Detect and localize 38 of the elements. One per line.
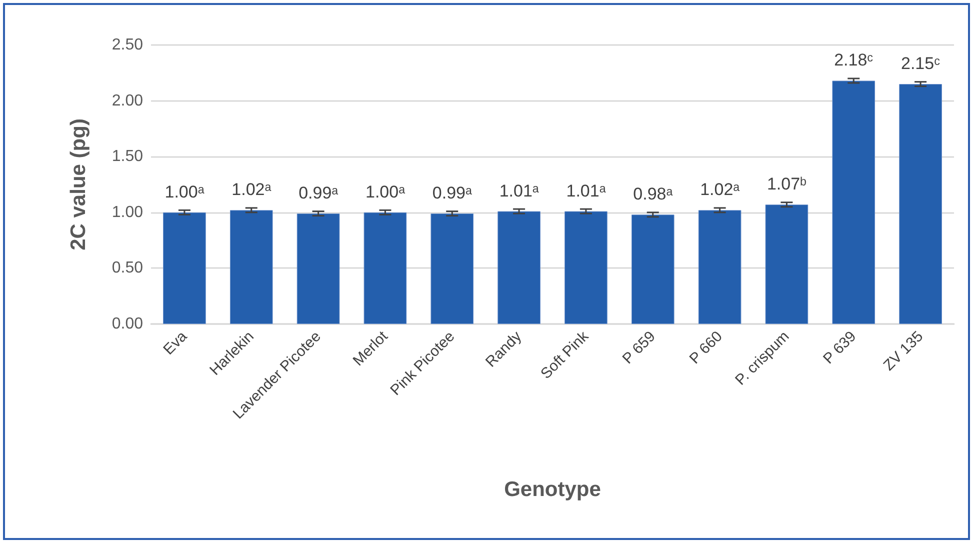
- bar: [698, 210, 742, 324]
- x-tick-label: P 659: [619, 328, 659, 368]
- data-label: 1.01ᵃ: [499, 181, 540, 200]
- bar: [163, 212, 206, 324]
- data-label: 0.99ᵃ: [432, 184, 472, 203]
- data-label: 1.01ᵃ: [566, 181, 606, 200]
- bar: [899, 84, 942, 324]
- data-label: 1.02ᵃ: [232, 180, 272, 200]
- x-tick-label: P 660: [686, 328, 726, 368]
- bar: [230, 210, 273, 324]
- y-tick-label: 0.50: [112, 260, 144, 277]
- bar: [430, 214, 474, 324]
- bar: [364, 212, 407, 324]
- bar: [296, 214, 340, 324]
- x-tick-label: Eva: [160, 328, 191, 358]
- data-label: 1.00ᵃ: [164, 182, 205, 202]
- bar: [832, 80, 876, 324]
- data-label: 0.98ᵃ: [633, 184, 674, 204]
- x-tick-label: Soft Pink: [538, 328, 592, 382]
- data-label: 1.07ᵇ: [766, 174, 806, 194]
- x-tick-label: ZV 135: [880, 328, 927, 374]
- data-label: 1.00ᵃ: [365, 182, 406, 202]
- x-axis-title: Genotype: [504, 478, 601, 501]
- y-tick-label: 2.00: [112, 92, 144, 110]
- y-tick-label: 1.50: [112, 148, 144, 166]
- y-tick-label: 2.50: [112, 36, 144, 54]
- bar: [631, 214, 674, 324]
- bar: [498, 211, 540, 324]
- data-label: 2.15ᶜ: [900, 54, 940, 74]
- y-axis-title: 2C value (pg): [67, 118, 90, 250]
- data-label: 2.18ᶜ: [834, 50, 874, 70]
- y-tick-label: 0.00: [112, 316, 144, 332]
- x-tick-label: P 639: [820, 328, 860, 368]
- data-label: 0.99ᵃ: [298, 184, 339, 203]
- bar: [765, 204, 808, 324]
- y-tick-label: 1.00: [112, 204, 144, 221]
- bar: [564, 211, 608, 324]
- data-label: 1.02ᵃ: [700, 180, 740, 200]
